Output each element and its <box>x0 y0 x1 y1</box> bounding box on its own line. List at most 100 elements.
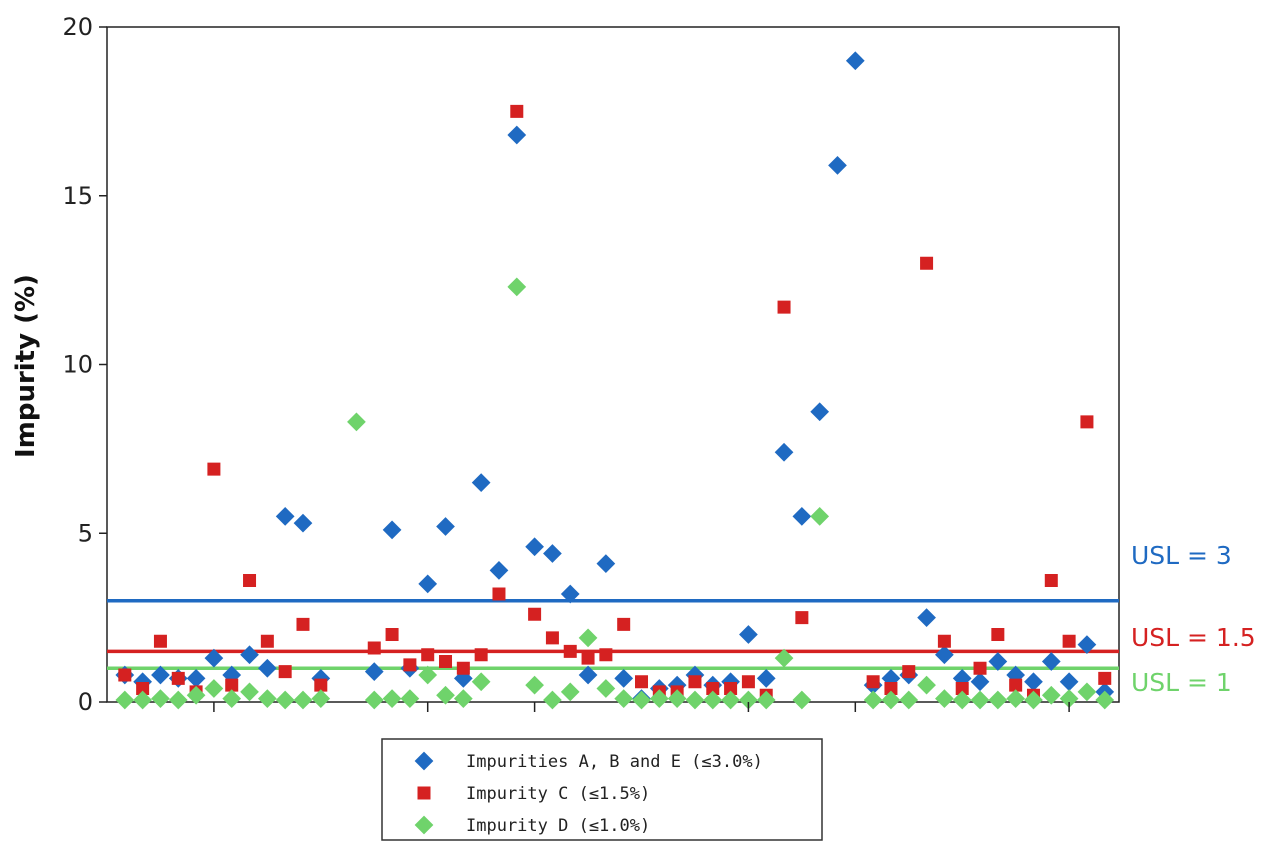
data-point <box>721 690 740 710</box>
data-point <box>347 412 366 432</box>
data-point <box>421 648 435 662</box>
data-point <box>186 669 206 688</box>
data-point <box>578 628 598 648</box>
data-point <box>792 507 812 526</box>
data-point <box>492 587 506 601</box>
data-point <box>133 690 152 710</box>
data-point <box>171 671 185 685</box>
data-point <box>543 544 562 563</box>
data-point <box>257 658 277 678</box>
usl-label: USL = 1.5 <box>1131 623 1256 652</box>
data-point <box>866 675 880 689</box>
data-point <box>418 665 438 685</box>
data-point <box>243 574 257 587</box>
data-point <box>436 685 455 705</box>
data-point <box>1041 652 1061 671</box>
data-point <box>988 690 1008 710</box>
usl-label: USL = 1 <box>1131 668 1232 697</box>
data-point <box>810 507 830 526</box>
data-point <box>1024 690 1043 710</box>
data-point <box>207 462 221 476</box>
data-point <box>204 679 224 698</box>
data-point <box>153 634 167 648</box>
data-point <box>474 648 488 662</box>
data-point <box>756 690 776 710</box>
data-point <box>920 256 934 270</box>
data-point <box>599 648 613 662</box>
data-point <box>510 104 524 118</box>
series-2 <box>118 104 1112 702</box>
data-point <box>706 682 720 695</box>
data-point <box>543 690 562 710</box>
data-point <box>952 690 972 710</box>
data-point <box>774 442 794 462</box>
data-point <box>1095 690 1115 710</box>
legend-entry-label: Impurity D (≤1.0%) <box>466 816 650 836</box>
data-point <box>884 682 898 695</box>
data-point <box>293 690 313 710</box>
data-point <box>1024 672 1043 692</box>
data-point <box>204 648 224 668</box>
data-point <box>118 668 132 682</box>
data-point <box>688 675 702 689</box>
data-point <box>828 156 847 175</box>
data-point <box>955 682 969 695</box>
data-point <box>1059 672 1079 692</box>
data-point <box>240 645 259 665</box>
data-point <box>685 690 705 710</box>
data-point <box>899 690 919 710</box>
data-point <box>275 690 295 710</box>
data-point <box>845 51 865 71</box>
data-point <box>507 277 527 297</box>
data-point <box>385 628 399 641</box>
data-point <box>400 689 420 708</box>
data-point <box>257 689 277 708</box>
data-point <box>810 402 830 422</box>
data-point <box>617 617 631 631</box>
data-point <box>777 300 791 314</box>
data-point <box>774 648 794 668</box>
data-point <box>703 690 723 710</box>
data-point <box>1044 574 1058 587</box>
usl-label: USL = 3 <box>1131 541 1232 570</box>
legend-entry-label: Impurity C (≤1.5%) <box>466 784 650 804</box>
data-point <box>275 507 295 526</box>
data-point <box>439 655 453 668</box>
data-point <box>525 675 544 695</box>
series-1 <box>115 51 1115 708</box>
data-point <box>970 672 990 692</box>
data-point <box>260 634 274 648</box>
series-3 <box>115 277 1115 710</box>
data-point <box>560 682 580 702</box>
data-point <box>382 520 402 540</box>
data-point <box>578 665 598 685</box>
data-point <box>1009 678 1023 692</box>
data-point <box>1006 689 1026 708</box>
data-point <box>471 672 491 692</box>
data-point <box>1098 671 1112 685</box>
legend: Impurities A, B and E (≤3.0%) Impurity C … <box>381 738 823 841</box>
data-point <box>917 608 936 627</box>
data-point <box>296 617 310 631</box>
data-point <box>168 690 188 710</box>
legend-marker <box>417 786 431 800</box>
data-point <box>596 554 616 573</box>
data-point <box>240 682 259 702</box>
data-point <box>560 584 580 604</box>
data-point <box>581 651 595 665</box>
data-point <box>418 574 438 594</box>
data-point <box>186 685 206 705</box>
data-point <box>133 672 152 692</box>
legend-marker <box>414 815 434 835</box>
data-point <box>917 675 936 695</box>
data-point <box>151 665 170 685</box>
data-point <box>741 675 755 689</box>
data-point <box>563 644 577 658</box>
data-point <box>614 669 634 688</box>
data-point <box>471 473 491 492</box>
data-point <box>991 628 1005 641</box>
data-point <box>436 517 455 536</box>
data-point <box>1080 415 1094 429</box>
data-point <box>1059 689 1079 708</box>
data-point <box>528 607 542 621</box>
